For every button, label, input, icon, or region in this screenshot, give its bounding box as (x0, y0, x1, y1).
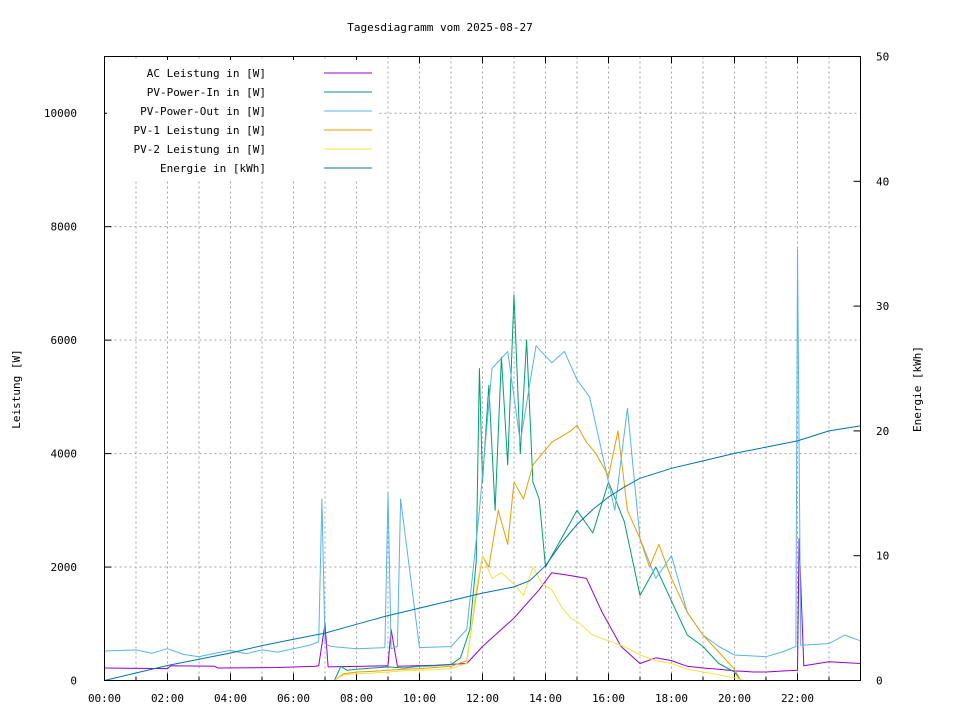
y-tick-label: 6000 (51, 334, 78, 347)
tick-layer: 00:00 02:00 04:00 06:00 08:00 10:00 12:00 14:00… (44, 51, 889, 706)
legend-entry-label: PV-Power-Out in [W] (140, 105, 266, 118)
x-tick-label: 00:00 (88, 692, 121, 705)
y-tick-label: 0 (70, 675, 77, 688)
x-tick-label: 20:00 (718, 692, 751, 705)
series-line-5 (104, 555, 861, 681)
y2-tick-label: 30 (876, 300, 889, 313)
legend: AC Leistung in [W] PV-Power-In in [W] PV-P… (107, 60, 379, 180)
x-tick-label: 04:00 (214, 692, 247, 705)
x-tick-label: 14:00 (529, 692, 562, 705)
legend-entry-label: Energie in [kWh] (160, 162, 266, 175)
x-tick-label: 16:00 (592, 692, 625, 705)
y2-tick-label: 0 (876, 675, 883, 688)
grid-layer (104, 56, 861, 681)
series-line-4 (104, 424, 861, 681)
y-tick-label: 10000 (44, 107, 77, 120)
series-layer (104, 248, 861, 681)
series-line-3 (104, 248, 861, 658)
x-tick-label: 02:00 (151, 692, 184, 705)
legend-entry-label: PV-2 Leistung in [W] (134, 143, 266, 156)
y-axis-label: Leistung [W] (10, 349, 23, 428)
y2-axis-label: Energie [kWh] (911, 346, 924, 432)
legend-background (107, 60, 379, 180)
y2-tick-label: 40 (876, 175, 889, 188)
x-tick-label: 22:00 (781, 692, 814, 705)
series-line-2 (104, 294, 861, 681)
x-tick-label: 08:00 (340, 692, 373, 705)
x-tick-label: 10:00 (403, 692, 436, 705)
y-tick-label: 8000 (51, 221, 78, 234)
series-line-1 (104, 538, 861, 673)
legend-entry-label: PV-Power-In in [W] (147, 86, 266, 99)
legend-entry-label: AC Leistung in [W] (147, 67, 266, 80)
y2-tick-label: 50 (876, 51, 889, 64)
chart-title: Tagesdiagramm vom 2025-08-27 (347, 21, 532, 34)
legend-entry-label: PV-1 Leistung in [W] (134, 124, 266, 137)
y-tick-label: 4000 (51, 448, 78, 461)
x-tick-label: 06:00 (277, 692, 310, 705)
y2-tick-label: 20 (876, 425, 889, 438)
y-tick-label: 2000 (51, 561, 78, 574)
y2-tick-label: 10 (876, 550, 889, 563)
plot-frame (104, 56, 861, 681)
series-line-6 (104, 425, 861, 681)
x-tick-label: 12:00 (466, 692, 499, 705)
x-tick-label: 18:00 (655, 692, 688, 705)
